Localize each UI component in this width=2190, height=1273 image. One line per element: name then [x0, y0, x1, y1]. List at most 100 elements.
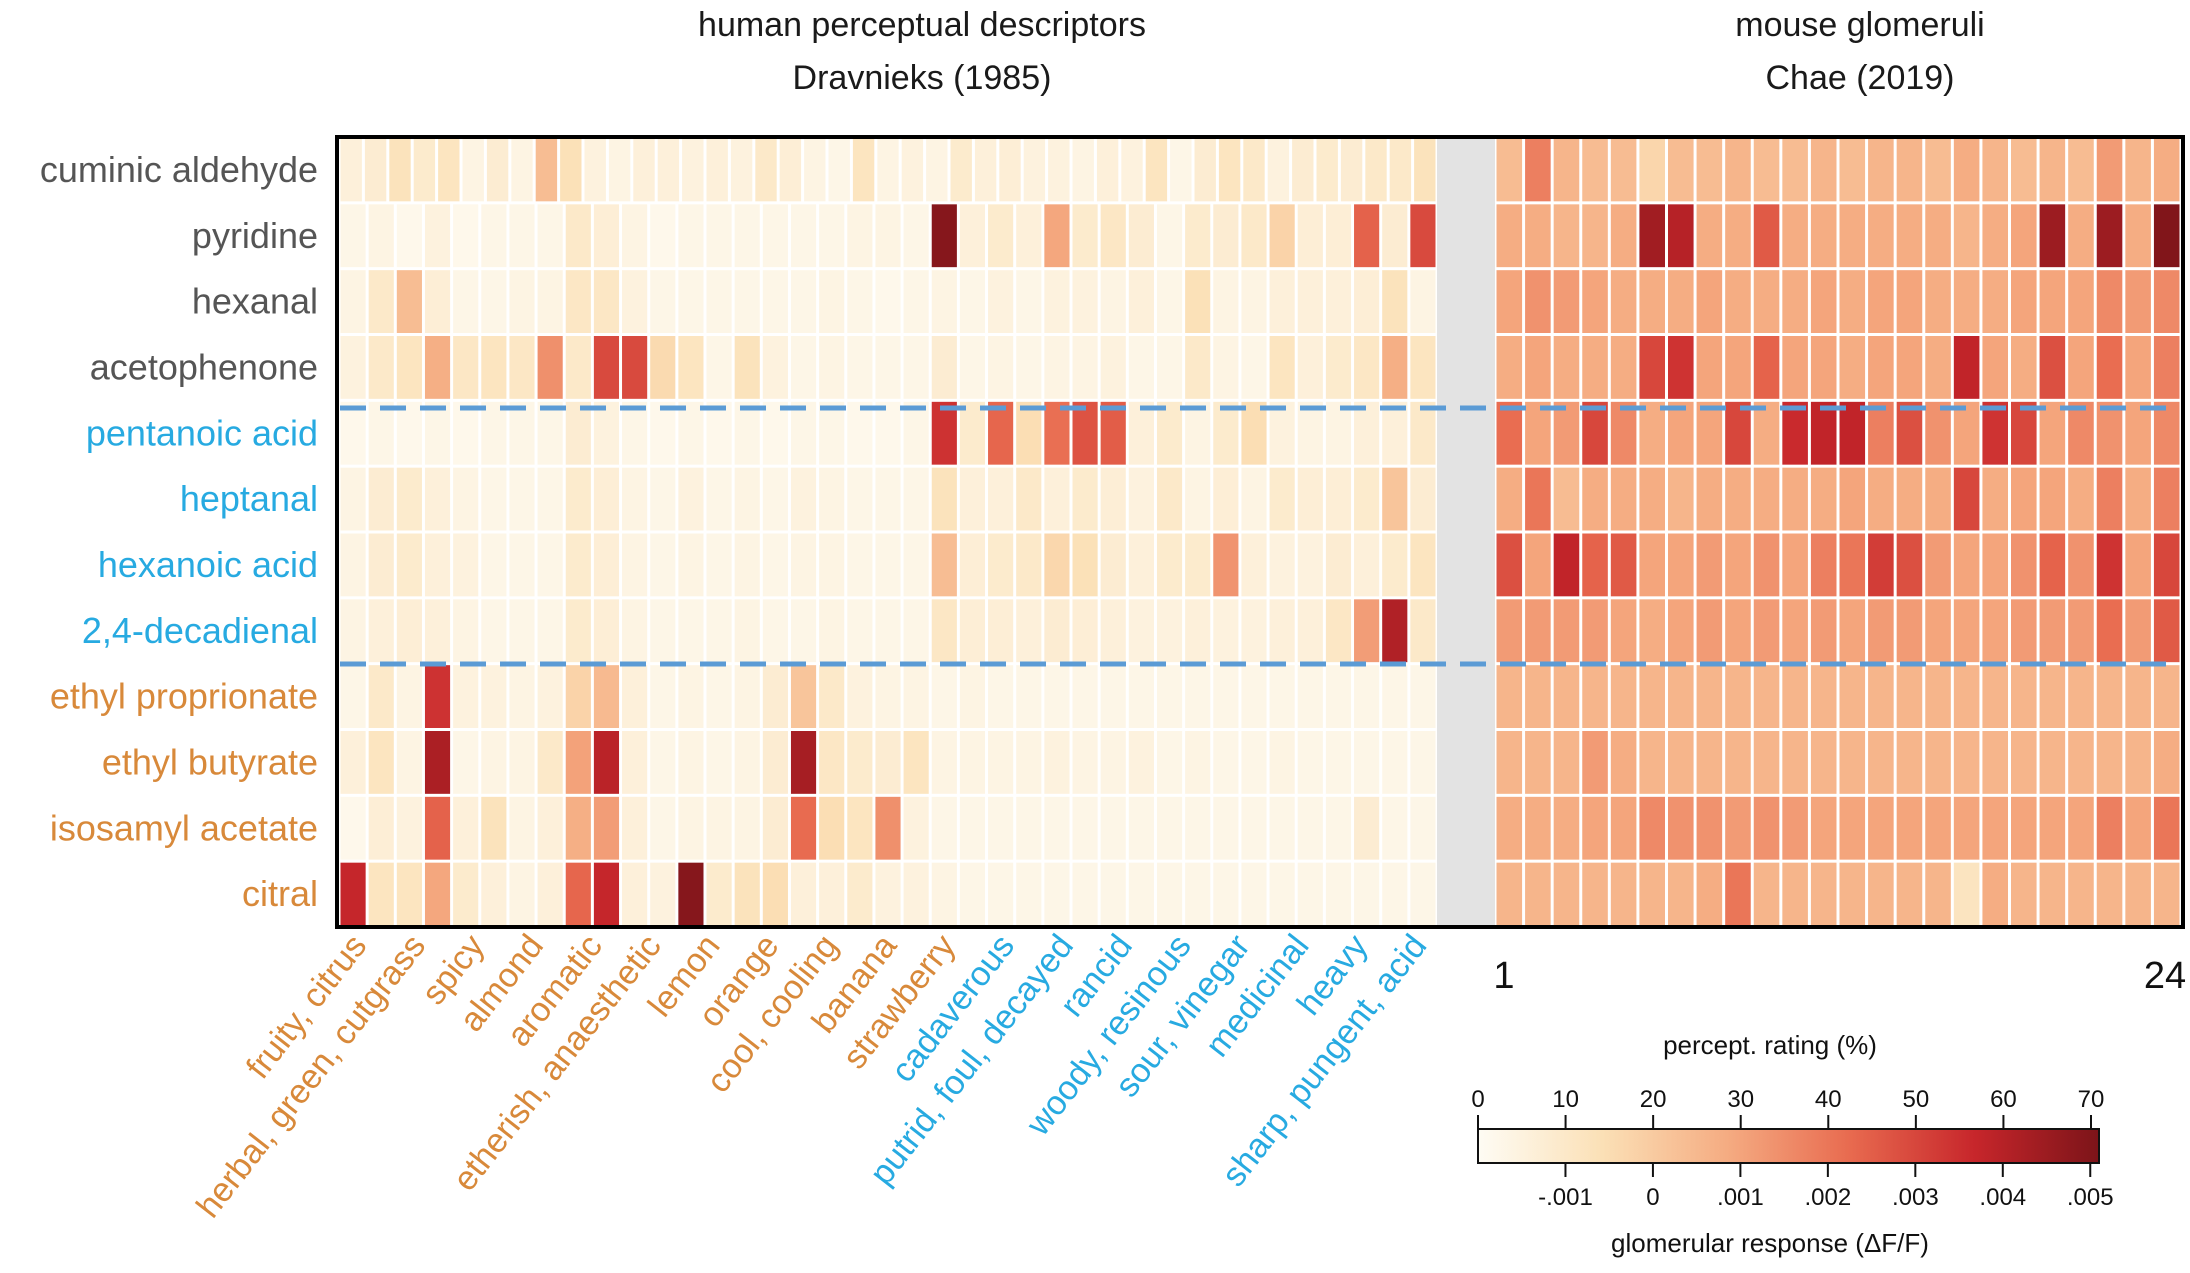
- rating-cell: [1325, 665, 1352, 728]
- rating-cell: [593, 731, 620, 794]
- rating-cell: [340, 467, 366, 531]
- rating-cell: [1044, 862, 1070, 926]
- rating-cell: [875, 796, 901, 860]
- rating-cell: [1269, 665, 1295, 728]
- rating-cell: [1145, 138, 1168, 202]
- rating-cell: [509, 401, 535, 465]
- response-cell: [2011, 270, 2037, 333]
- response-cell: [1810, 665, 1837, 728]
- rating-cell: [1128, 665, 1154, 728]
- response-cell: [2096, 401, 2123, 465]
- rating-cell: [1297, 796, 1323, 860]
- response-cell: [1553, 533, 1580, 597]
- rating-cell: [511, 138, 533, 202]
- rating-cell: [1297, 336, 1323, 399]
- rating-cell: [903, 336, 929, 399]
- rating-cell: [340, 533, 366, 597]
- response-cell: [1810, 599, 1837, 663]
- response-cell: [1839, 731, 1866, 794]
- response-cell: [1582, 401, 1608, 465]
- rating-cell: [706, 138, 728, 202]
- rating-cell: [537, 599, 563, 663]
- rating-cell: [1128, 336, 1154, 399]
- response-cell: [2125, 862, 2151, 926]
- rating-cell: [1044, 731, 1070, 794]
- rating-cell: [537, 467, 563, 531]
- response-cell: [1525, 138, 1551, 202]
- response-cell: [1953, 467, 1980, 531]
- rating-cell: [1297, 270, 1323, 333]
- rating-cell: [1044, 270, 1070, 333]
- rating-cell: [622, 204, 648, 268]
- rating-cell: [368, 862, 394, 926]
- response-cell: [1839, 138, 1866, 202]
- response-cell: [1753, 270, 1780, 333]
- response-cell: [1810, 401, 1837, 465]
- response-cell: [1896, 270, 1923, 333]
- rating-cell: [706, 336, 732, 399]
- response-cell: [1868, 599, 1894, 663]
- rating-cell: [537, 336, 563, 399]
- rating-cell: [1016, 336, 1042, 399]
- rating-cell: [678, 731, 704, 794]
- rating-cell: [650, 862, 676, 926]
- response-cell: [2039, 204, 2066, 268]
- rating-cell: [565, 599, 591, 663]
- response-cell: [1696, 665, 1723, 728]
- rating-cell: [1410, 204, 1436, 268]
- response-cell: [1868, 138, 1894, 202]
- rating-cell: [396, 204, 422, 268]
- response-cell: [2153, 467, 2180, 531]
- rating-cell: [988, 665, 1014, 728]
- rating-cell: [959, 533, 986, 597]
- rating-cell: [1354, 533, 1380, 597]
- rating-cell: [424, 336, 451, 399]
- rating-cell: [1156, 533, 1183, 597]
- rating-cell: [453, 599, 479, 663]
- rating-cell: [650, 401, 676, 465]
- response-cell: [1896, 731, 1923, 794]
- response-cell: [2125, 270, 2151, 333]
- response-cell: [1610, 731, 1637, 794]
- rating-cell: [1414, 138, 1436, 202]
- response-cell: [2096, 599, 2123, 663]
- rating-cell: [1100, 665, 1126, 728]
- response-cell: [2039, 401, 2066, 465]
- compound-label: ethyl butyrate: [102, 741, 318, 782]
- rating-cell: [424, 533, 451, 597]
- rating-cell: [1382, 270, 1408, 333]
- response-cell: [1982, 665, 2008, 728]
- rating-cell: [1382, 796, 1408, 860]
- rating-cell: [1241, 599, 1267, 663]
- response-cell: [1553, 862, 1580, 926]
- colorbar-bottom-tick-label: .001: [1717, 1184, 1764, 1211]
- rating-cell: [593, 270, 620, 333]
- rating-cell: [819, 862, 845, 926]
- rating-cell: [537, 533, 563, 597]
- rating-cell: [931, 862, 957, 926]
- rating-cell: [988, 599, 1014, 663]
- colorbar-top-tick-label: 10: [1552, 1086, 1579, 1113]
- rating-cell: [903, 401, 929, 465]
- rating-cell: [959, 862, 986, 926]
- rating-cell: [1241, 336, 1267, 399]
- response-cell: [1953, 862, 1980, 926]
- response-cell: [1553, 204, 1580, 268]
- response-cell: [2039, 665, 2066, 728]
- rating-cell: [424, 599, 451, 663]
- response-cell: [1668, 533, 1694, 597]
- rating-cell: [396, 862, 422, 926]
- response-cell: [1896, 862, 1923, 926]
- response-cell: [1925, 731, 1951, 794]
- rating-cell: [1325, 731, 1352, 794]
- rating-cell: [903, 467, 929, 531]
- rating-cell: [622, 467, 648, 531]
- rating-cell: [959, 665, 986, 728]
- response-cell: [1496, 599, 1523, 663]
- response-cell: [1953, 138, 1980, 202]
- response-cell: [1696, 862, 1723, 926]
- response-cell: [1639, 796, 1665, 860]
- response-cell: [1610, 796, 1637, 860]
- rating-cell: [593, 533, 620, 597]
- rating-cell: [453, 533, 479, 597]
